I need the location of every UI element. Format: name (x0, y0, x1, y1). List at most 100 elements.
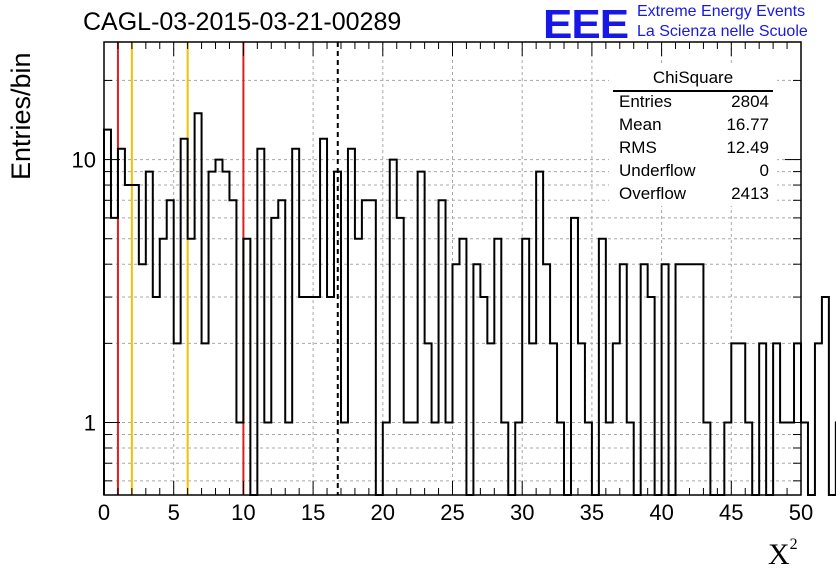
y-tick-label: 1 (84, 411, 96, 436)
y-axis-label: Entries/bin (6, 52, 36, 180)
histogram-bin (383, 423, 390, 495)
stats-key: Entries (619, 92, 672, 111)
stats-key: RMS (619, 138, 657, 157)
histogram-bin (432, 423, 439, 495)
histogram-bin (257, 149, 264, 495)
histogram-bin (306, 297, 313, 495)
histogram-bin (529, 343, 536, 495)
histogram-bin (104, 130, 111, 495)
histogram-bin (578, 343, 585, 495)
x-tick-label: 45 (719, 500, 743, 525)
histogram-bin (334, 172, 341, 495)
logo-subtitle-2: La Scienza nelle Scuole (637, 23, 808, 40)
histogram-bin (167, 200, 174, 495)
histogram-bin (487, 343, 494, 495)
histogram-bin (676, 264, 683, 495)
histogram-bin (738, 343, 745, 495)
stats-key: Mean (619, 115, 662, 134)
eee-logo: EEE (543, 2, 629, 48)
x-tick-label: 50 (789, 500, 813, 525)
x-tick-label: 20 (371, 500, 395, 525)
histogram-bin (745, 423, 752, 495)
histogram-bin (348, 149, 355, 495)
histogram-bin (683, 264, 690, 495)
histogram-bin (216, 160, 223, 495)
tick-labels: 0 5 10 15 20 25 30 35 40 45 50 1 10 (72, 148, 814, 525)
histogram-bin (195, 113, 202, 495)
histogram-bin (153, 297, 160, 495)
histogram-bin (202, 343, 209, 495)
x-tick-label: 40 (649, 500, 673, 525)
histogram-bin (780, 423, 787, 495)
histogram-bin (571, 218, 578, 495)
histogram-bin (355, 239, 362, 495)
histogram-bin (313, 297, 320, 495)
stats-key: Underflow (619, 161, 696, 180)
stats-value: 2413 (731, 184, 769, 203)
histogram-bin (292, 149, 299, 495)
x-axis-label-superscript: 2 (789, 536, 798, 553)
histogram-bin (174, 343, 181, 495)
stats-title: ChiSquare (652, 68, 734, 87)
histogram-bin (397, 218, 404, 495)
histogram-bin (285, 423, 292, 495)
x-tick-label: 10 (231, 500, 255, 525)
histogram-bin (125, 185, 132, 495)
histogram-bin (620, 264, 627, 495)
x-tick-label: 35 (580, 500, 604, 525)
histogram-bin (439, 200, 446, 495)
stats-row-mean: Mean 16.77 (619, 115, 769, 137)
histogram-bin (118, 149, 125, 495)
stats-box: ChiSquare Entries 2804 Mean 16.77 RMS 12… (609, 64, 777, 206)
histogram-bin (515, 423, 522, 495)
x-tick-label: 0 (98, 500, 110, 525)
histogram-bin (536, 172, 543, 495)
histogram-bin (759, 343, 766, 495)
axis-ticks (103, 42, 802, 495)
histogram-bin (550, 343, 557, 495)
x-axis-label: X2 (768, 536, 798, 572)
histogram-bin (815, 343, 822, 495)
histogram-bin (641, 264, 648, 495)
histogram-bin (209, 172, 216, 495)
histogram-bin (411, 423, 418, 495)
histogram-bin (543, 264, 550, 495)
histogram-bin (613, 343, 620, 495)
histogram-bin (724, 423, 731, 495)
histogram-bin (181, 139, 188, 495)
histogram-bin (696, 264, 703, 495)
x-axis-label-text: X (768, 538, 790, 571)
histogram-bin (627, 423, 634, 495)
histogram-bin (369, 200, 376, 495)
histogram-bin (480, 297, 487, 495)
histogram-bin (599, 239, 606, 495)
stats-row-underflow: Underflow 0 (619, 161, 769, 183)
stats-row-entries: Entries 2804 (619, 92, 769, 114)
histogram-bin (139, 264, 146, 495)
histogram-bin (229, 200, 236, 495)
histogram-bin (822, 297, 829, 495)
histogram-bin (801, 423, 808, 495)
histogram-bin (160, 239, 167, 495)
histogram-bin (473, 264, 480, 495)
histogram-bin (271, 218, 278, 495)
histogram-bin (459, 239, 466, 495)
histogram-bin (585, 423, 592, 495)
logo-subtitle-1: Extreme Energy Events (637, 3, 806, 20)
y-tick-label: 10 (72, 148, 96, 173)
histogram-bin (111, 218, 118, 495)
histogram-bin (236, 423, 243, 495)
histogram-bin (404, 423, 411, 495)
stats-title-underline (613, 90, 773, 92)
histogram-series (103, 112, 836, 496)
histogram-bin (606, 423, 613, 495)
x-tick-label: 5 (168, 500, 180, 525)
stats-row-overflow: Overflow 2413 (619, 184, 769, 206)
histogram-bin (689, 264, 696, 495)
histogram-bin (501, 423, 508, 495)
histogram-bin (418, 172, 425, 495)
histogram-bin (522, 239, 529, 495)
histogram-bin (731, 343, 738, 495)
histogram-bin (222, 172, 229, 495)
histogram-bin (648, 297, 655, 495)
